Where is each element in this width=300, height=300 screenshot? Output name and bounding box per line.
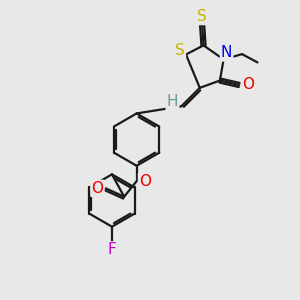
- Text: S: S: [197, 9, 207, 24]
- Text: O: O: [242, 77, 254, 92]
- Text: F: F: [108, 242, 116, 257]
- Text: N: N: [221, 45, 232, 60]
- Text: O: O: [139, 174, 151, 189]
- Text: O: O: [92, 181, 104, 196]
- Text: H: H: [167, 94, 178, 109]
- Text: S: S: [175, 44, 185, 59]
